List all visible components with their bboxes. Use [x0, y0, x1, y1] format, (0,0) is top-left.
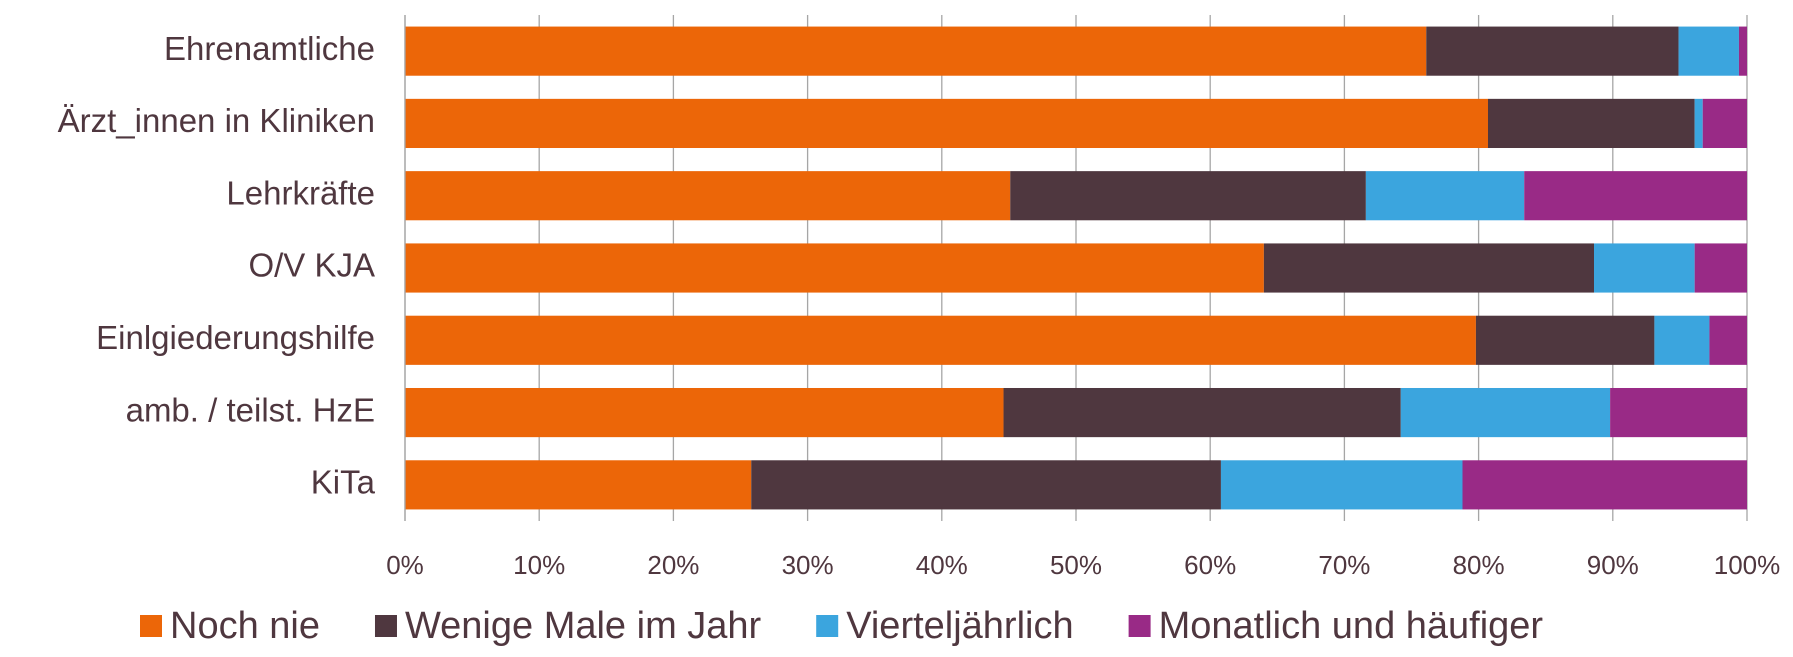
y-tick-label: Ärzt_innen in Kliniken: [58, 102, 375, 139]
bar-segment: [405, 98, 1488, 149]
bar-segment: [1709, 315, 1747, 365]
y-tick-label: amb. / teilst. HzE: [126, 391, 375, 428]
bar-segment: [1475, 315, 1655, 365]
bar-segment: [1654, 315, 1710, 365]
x-tick-label: 80%: [1453, 550, 1505, 580]
bar-segment: [405, 26, 1427, 76]
y-tick-label: Lehrkräfte: [226, 174, 375, 211]
bar-segment: [1400, 387, 1611, 438]
bar-segment: [1462, 460, 1747, 510]
bar-segment: [1487, 98, 1695, 149]
x-tick-label: 60%: [1184, 550, 1236, 580]
bar-segment: [1220, 460, 1463, 510]
legend-swatch: [374, 615, 397, 637]
bar-segment: [1694, 243, 1747, 293]
y-tick-label: Einlgiederungshilfe: [96, 319, 375, 356]
bar-segment: [1702, 98, 1747, 149]
x-tick-label: 50%: [1050, 550, 1102, 580]
x-tick-label: 70%: [1318, 550, 1370, 580]
bar-segment: [751, 460, 1221, 510]
bar-segment: [1738, 26, 1747, 76]
bar-segment: [405, 460, 752, 510]
bar-segment: [405, 243, 1264, 293]
bar-segment: [405, 315, 1476, 365]
y-tick-label: Ehrenamtliche: [164, 30, 375, 67]
y-tick-label: O/V KJA: [248, 247, 375, 284]
legend-swatch: [140, 615, 162, 637]
bar-segment: [1263, 243, 1595, 293]
x-tick-label: 90%: [1587, 550, 1639, 580]
bar-segment: [1426, 26, 1679, 76]
bar-segment: [1010, 171, 1366, 221]
y-tick-label: KiTa: [311, 464, 376, 501]
bar-segment: [405, 171, 1011, 221]
legend-swatch: [1128, 615, 1151, 637]
legend-label: Wenige Male im Jahr: [405, 605, 762, 647]
x-tick-label: 10%: [513, 550, 565, 580]
bar-segment: [1678, 26, 1739, 76]
x-tick-label: 0%: [386, 550, 424, 580]
bar-segment: [1365, 171, 1525, 221]
bar-segment: [405, 387, 1004, 438]
x-tick-label: 40%: [916, 550, 968, 580]
bar-segment: [1694, 98, 1703, 149]
bar-segment: [1594, 243, 1695, 293]
legend-label: Noch nie: [170, 605, 320, 647]
bar-segment: [1003, 387, 1401, 438]
legend-label: Vierteljährlich: [846, 605, 1073, 647]
x-tick-label: 30%: [782, 550, 834, 580]
bar-segment: [1610, 387, 1747, 438]
legend-label: Monatlich und häufiger: [1159, 605, 1544, 647]
x-tick-label: 20%: [647, 550, 699, 580]
bar-segment: [1524, 171, 1747, 221]
legend-swatch: [816, 615, 839, 637]
x-tick-label: 100%: [1714, 550, 1781, 580]
